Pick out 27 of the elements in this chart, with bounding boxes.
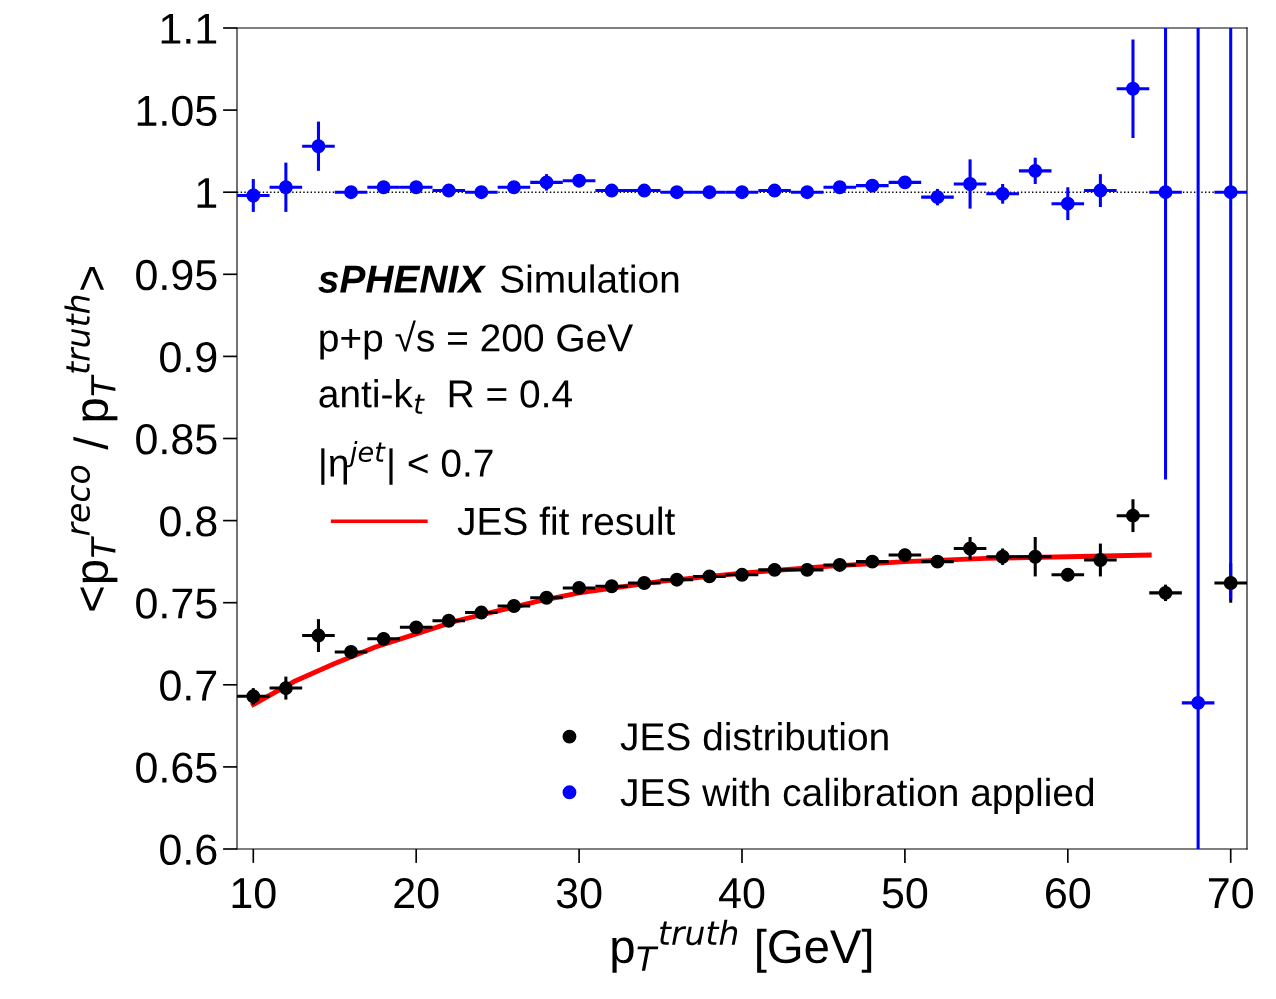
x-tick-label: 60 xyxy=(1046,877,1091,909)
y-tick-label: 0.8 xyxy=(160,506,217,537)
y-axis-title: <p$_{T}$$^{reco}$ / p$_{T}$$^{truth}$> xyxy=(64,266,118,611)
y-tick-label: 0.65 xyxy=(136,752,217,783)
y-tick-label: 0.6 xyxy=(160,834,217,866)
x-tick-label: 50 xyxy=(882,877,928,909)
x-tick-label: 40 xyxy=(719,877,765,909)
y-tick-label: 1.1 xyxy=(161,13,217,44)
y-tick-label: 0.95 xyxy=(136,259,217,291)
annotation: anti-k$_{t}$ R = 0.4 xyxy=(319,379,572,414)
y-tick-label: 0.85 xyxy=(136,424,217,455)
x-tick-label: 30 xyxy=(556,877,602,909)
legend-label: JES with calibration applied xyxy=(620,777,1094,814)
y-tick-label: 1 xyxy=(197,178,217,208)
y-tick-label: 1.05 xyxy=(137,95,217,127)
y-tick-label: 0.75 xyxy=(136,588,217,619)
y-tick-label: 0.7 xyxy=(160,670,217,701)
x-tick-label: 10 xyxy=(232,877,276,909)
x-tick-label: 70 xyxy=(1208,877,1253,909)
x-tick-label: 20 xyxy=(394,877,439,909)
x-axis-title: p$_{T}$$^{truth}$ [GeV] xyxy=(612,919,872,973)
y-tick-label: 0.9 xyxy=(160,341,217,373)
annotation: p+p √s = 200 GeV xyxy=(320,320,634,360)
annotation: |η$^{jet}$| < 0.7 xyxy=(321,440,493,485)
legend-label: JES fit result xyxy=(457,506,676,536)
annotation: sPHENIX Simulation xyxy=(318,264,679,293)
legend-label: JES distribution xyxy=(620,722,888,751)
